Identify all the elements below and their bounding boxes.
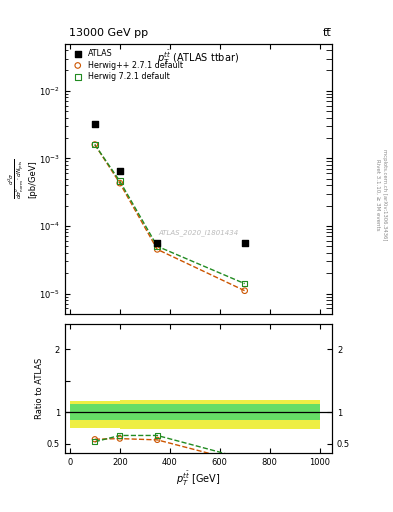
Herwig 7.2.1 default [92, 140, 98, 148]
ATLAS [117, 167, 123, 175]
ATLAS [92, 120, 98, 129]
Point [92, 435, 98, 443]
Legend: ATLAS, Herwig++ 2.7.1 default, Herwig 7.2.1 default: ATLAS, Herwig++ 2.7.1 default, Herwig 7.… [69, 48, 185, 82]
X-axis label: $p^{t\bar{t}}_T$ [GeV]: $p^{t\bar{t}}_T$ [GeV] [176, 470, 221, 488]
Herwig++ 2.7.1 default [154, 245, 160, 253]
Point [154, 432, 160, 440]
Y-axis label: Ratio to ATLAS: Ratio to ATLAS [35, 358, 44, 419]
Herwig 7.2.1 default [154, 242, 160, 250]
Text: 13000 GeV pp: 13000 GeV pp [69, 28, 148, 38]
Point [117, 435, 123, 443]
Herwig++ 2.7.1 default [117, 179, 123, 187]
Point [92, 438, 98, 446]
Text: Rivet 3.1.10, ≥ 3M events: Rivet 3.1.10, ≥ 3M events [375, 159, 380, 230]
Text: mcplots.cern.ch [arXiv:1306.3436]: mcplots.cern.ch [arXiv:1306.3436] [382, 149, 387, 240]
Text: tt̅: tt̅ [323, 28, 331, 38]
Point [117, 432, 123, 440]
Herwig++ 2.7.1 default [242, 287, 248, 295]
Point [154, 436, 160, 444]
Text: ATLAS_2020_I1801434: ATLAS_2020_I1801434 [158, 229, 239, 236]
ATLAS [154, 240, 160, 248]
Herwig 7.2.1 default [242, 280, 248, 288]
Y-axis label: $\frac{d^2\sigma}{d\sigma_{\rm norm}^{u}\cdot dN_{\rm jets}}$
[pb/GeV]: $\frac{d^2\sigma}{d\sigma_{\rm norm}^{u}… [7, 159, 37, 199]
Herwig 7.2.1 default [117, 177, 123, 185]
Text: $p_T^{t\bar{t}}$ (ATLAS ttbar): $p_T^{t\bar{t}}$ (ATLAS ttbar) [158, 49, 239, 67]
ATLAS [242, 240, 248, 248]
Herwig++ 2.7.1 default [92, 140, 98, 148]
